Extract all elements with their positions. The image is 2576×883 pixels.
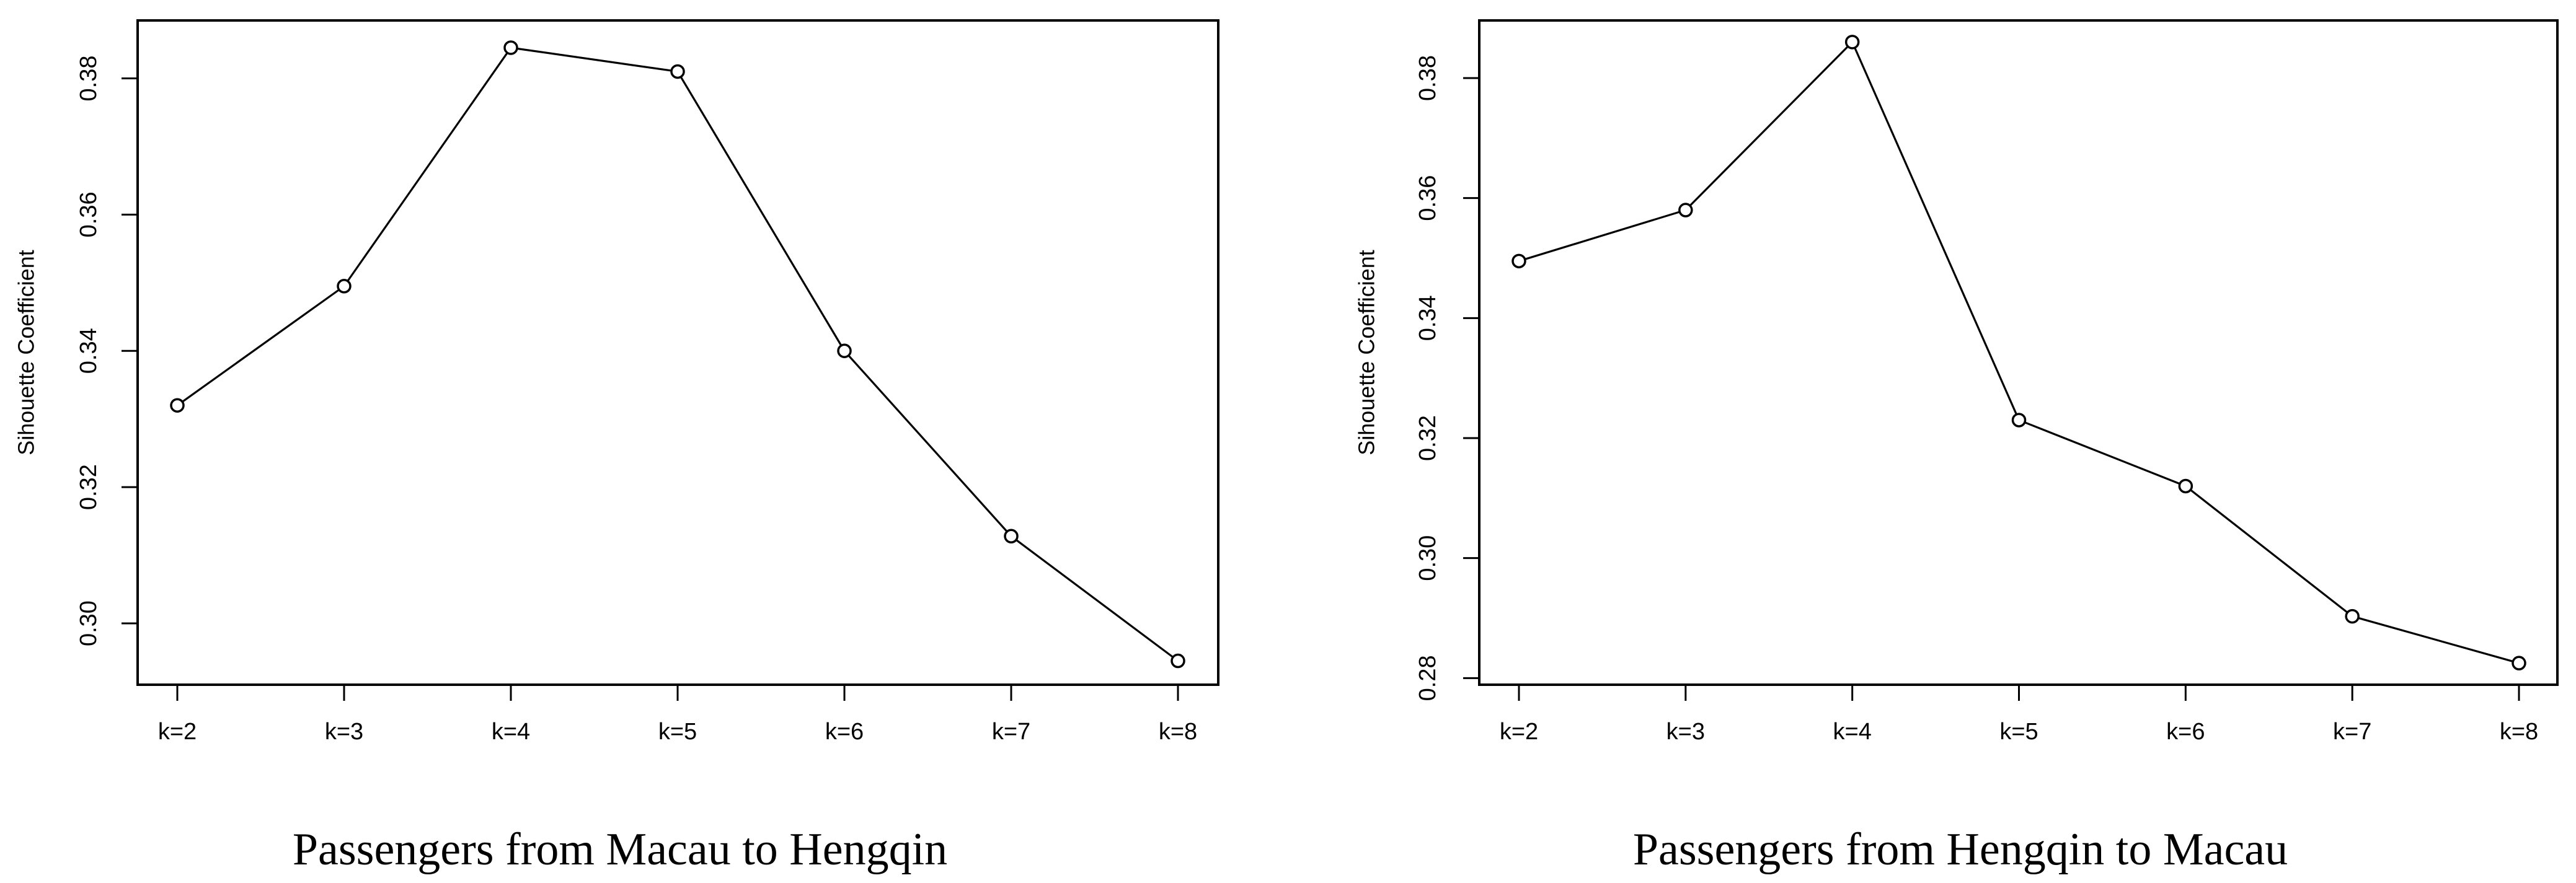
data-point (2512, 656, 2526, 670)
x-tick-label: k=7 (992, 719, 1030, 745)
chart-right: Sihouette Coefficient 0.28 0.30 0.32 0.34 0.3… (1354, 19, 2559, 875)
data-point (1844, 35, 1860, 50)
series-line-segment (347, 53, 508, 281)
plot-frame (136, 19, 1219, 686)
y-tick-label: 0.38 (76, 55, 102, 101)
y-tick-label: 0.30 (1415, 535, 1441, 581)
y-tick-label: 0.34 (1415, 295, 1441, 341)
chart-left: Sihouette Coefficient 0.30 0.32 0.34 0.36 0.3… (14, 19, 1219, 875)
x-tick-label: k=2 (1500, 719, 1538, 745)
data-point (670, 64, 685, 79)
y-axis-title: Sihouette Coefficient (14, 250, 39, 455)
data-point (837, 343, 852, 359)
data-point (2178, 478, 2193, 494)
y-tick-label: 0.30 (76, 600, 102, 646)
y-tick-label: 0.36 (76, 191, 102, 237)
data-point (337, 279, 352, 294)
series-line-segment (518, 48, 671, 72)
data-point (170, 398, 185, 413)
chart-caption: Passengers from Macau to Hengqin (293, 824, 947, 875)
y-tick-label: 0.32 (76, 464, 102, 510)
series-line-segment (1689, 46, 1848, 206)
y-tick-label: 0.38 (1415, 55, 1441, 101)
data-point (1512, 253, 1526, 269)
data-point (1678, 203, 1693, 217)
series-line-segment (2025, 421, 2180, 485)
plot-frame (1478, 19, 2559, 686)
data-point (1171, 653, 1185, 669)
series-line-segment (1854, 48, 2017, 415)
y-tick-label: 0.34 (76, 328, 102, 374)
x-tick-label: k=3 (1666, 719, 1705, 745)
series-line-segment (182, 289, 339, 402)
series-line-segment (1016, 539, 1173, 657)
y-tick-label: 0.36 (1415, 175, 1441, 221)
x-tick-label: k=4 (492, 719, 530, 745)
data-point (2011, 413, 2027, 428)
x-tick-label: k=8 (1159, 719, 1197, 745)
series-line-segment (680, 77, 842, 346)
y-axis-title: Sihouette Coefficient (1354, 250, 1379, 455)
x-tick-label: k=4 (1833, 719, 1872, 745)
x-tick-label: k=3 (325, 719, 363, 745)
x-tick-label: k=5 (1999, 719, 2038, 745)
x-tick-label: k=8 (2500, 719, 2538, 745)
data-point (2345, 608, 2360, 624)
x-tick-label: k=6 (825, 719, 864, 745)
series-line-segment (2358, 617, 2513, 662)
x-tick-label: k=6 (2166, 719, 2205, 745)
series-line-segment (2190, 490, 2348, 613)
series-line-segment (848, 355, 1007, 532)
y-tick-label: 0.32 (1415, 415, 1441, 461)
chart-caption: Passengers from Hengqin to Macau (1633, 824, 2288, 875)
y-tick-label: 0.28 (1415, 655, 1441, 701)
data-point (1004, 529, 1019, 544)
x-tick-label: k=7 (2333, 719, 2371, 745)
x-tick-label: k=5 (658, 719, 697, 745)
data-point (503, 40, 518, 55)
x-tick-label: k=2 (158, 719, 197, 745)
series-line-segment (1525, 211, 1680, 260)
